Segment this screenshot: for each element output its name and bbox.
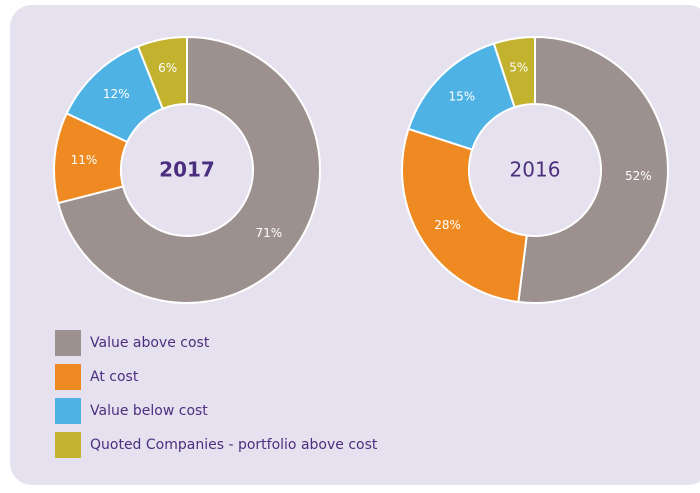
donut-slice <box>136 35 188 110</box>
donut-slice <box>56 35 321 304</box>
data-label: 12% <box>103 87 130 101</box>
legend-label: Quoted Companies - portfolio above cost <box>90 437 378 453</box>
data-label: 15% <box>448 89 475 103</box>
legend-label: Value below cost <box>90 403 208 419</box>
data-label: 6% <box>158 61 177 75</box>
legend-label: At cost <box>90 369 139 385</box>
data-label: 52% <box>625 169 652 183</box>
data-label: 11% <box>71 153 98 167</box>
data-label: 5% <box>509 60 528 74</box>
chart-title: 2016 <box>510 158 561 182</box>
legend-swatch <box>55 330 81 356</box>
legend-swatch <box>55 398 81 424</box>
legend-label: Value above cost <box>90 335 210 351</box>
panel <box>10 5 700 485</box>
legend-swatch <box>55 432 81 458</box>
legend-swatch <box>55 364 81 390</box>
data-label: 28% <box>434 218 461 232</box>
donut-slice <box>401 127 528 304</box>
donut-slice <box>492 35 536 109</box>
donut-slice <box>517 35 669 304</box>
data-label: 71% <box>255 226 282 240</box>
chart-title: 2017 <box>159 158 215 182</box>
